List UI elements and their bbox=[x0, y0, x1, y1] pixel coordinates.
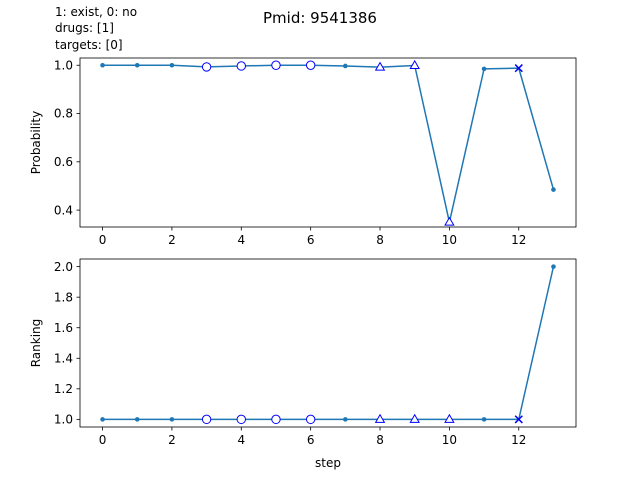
data-point-circle-marker bbox=[236, 61, 246, 71]
x-tick-label: 0 bbox=[99, 433, 107, 447]
data-point-triangle-marker bbox=[409, 59, 420, 69]
legend-line-3: targets: [0] bbox=[55, 38, 123, 52]
x-tick-label: 2 bbox=[168, 433, 176, 447]
data-point bbox=[100, 62, 105, 68]
y-tick-label: 1.4 bbox=[54, 351, 73, 365]
data-point bbox=[169, 417, 175, 422]
probability-panel: 0 2 4 6 8 10 12 0.4 0.6 0.8 1.0 Probability bbox=[29, 57, 577, 247]
y-tick-label: 0.6 bbox=[54, 155, 73, 169]
data-point bbox=[481, 417, 487, 422]
data-point bbox=[134, 417, 140, 422]
y-axis-label: Probability bbox=[29, 111, 43, 174]
x-tick-label: 4 bbox=[237, 233, 245, 247]
data-point-circle-marker bbox=[201, 414, 212, 425]
x-tick-label: 10 bbox=[442, 233, 457, 247]
data-point-triangle-marker bbox=[374, 61, 386, 71]
data-point bbox=[481, 66, 487, 72]
x-marker-stroke bbox=[514, 64, 523, 73]
data-point bbox=[343, 417, 348, 422]
y-tick-label: 1.0 bbox=[54, 58, 73, 72]
x-tick-label: 8 bbox=[376, 433, 384, 447]
x-axis-label: step bbox=[315, 456, 341, 470]
ranking-panel: 0 2 4 6 8 10 12 1.0 1.2 1.4 1.6 1.8 2.0 Ranking step bbox=[29, 258, 577, 470]
x-tick-label: 10 bbox=[442, 433, 457, 447]
y-tick-label: 1.2 bbox=[54, 382, 73, 396]
data-point bbox=[551, 187, 556, 192]
data-point bbox=[169, 62, 175, 68]
y-tick-label: 1.8 bbox=[54, 290, 73, 304]
series-line bbox=[102, 266, 555, 421]
data-point-circle-marker bbox=[271, 414, 281, 425]
data-point-circle-marker bbox=[305, 60, 316, 70]
data-point-circle-marker bbox=[305, 414, 316, 425]
axes-frame bbox=[79, 258, 577, 428]
x-tick-label: 12 bbox=[511, 233, 526, 247]
data-point bbox=[100, 417, 105, 422]
series-line bbox=[102, 64, 555, 223]
y-tick-label: 0.8 bbox=[54, 107, 73, 121]
data-point-x-marker bbox=[514, 64, 523, 73]
y-tick-label: 1.0 bbox=[54, 413, 73, 427]
data-point-circle-marker bbox=[201, 62, 212, 72]
x-tick-label: 8 bbox=[376, 233, 384, 247]
axes-frame bbox=[79, 57, 577, 228]
data-point-triangle-marker bbox=[444, 413, 455, 423]
data-point bbox=[134, 62, 140, 68]
chart-title: Pmid: 9541386 bbox=[263, 9, 377, 27]
legend-line-1: 1: exist, 0: no bbox=[55, 5, 137, 19]
x-tick-label: 6 bbox=[307, 233, 315, 247]
y-axis-label: Ranking bbox=[29, 319, 43, 368]
data-point bbox=[551, 264, 556, 269]
x-tick-label: 2 bbox=[168, 233, 176, 247]
x-tick-label: 12 bbox=[511, 433, 526, 447]
data-point-triangle-marker bbox=[409, 413, 420, 423]
y-tick-label: 0.4 bbox=[54, 203, 73, 217]
data-point bbox=[343, 63, 348, 69]
data-point-triangle-marker bbox=[444, 216, 455, 226]
y-tick-label: 1.6 bbox=[54, 321, 73, 335]
legend-line-2: drugs: [1] bbox=[55, 21, 114, 35]
y-tick-label: 2.0 bbox=[54, 260, 73, 274]
data-point-triangle-marker bbox=[374, 413, 386, 423]
x-tick-label: 0 bbox=[99, 233, 107, 247]
x-tick-label: 6 bbox=[307, 433, 315, 447]
data-point-circle-marker bbox=[271, 60, 281, 70]
x-tick-label: 4 bbox=[237, 433, 245, 447]
x-marker-stroke bbox=[514, 415, 523, 424]
data-point-circle-marker bbox=[236, 414, 246, 425]
data-point-x-marker bbox=[514, 415, 523, 424]
